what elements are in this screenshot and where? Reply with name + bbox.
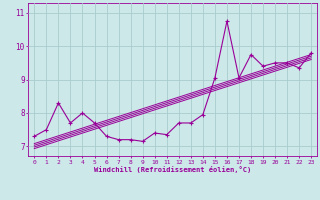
X-axis label: Windchill (Refroidissement éolien,°C): Windchill (Refroidissement éolien,°C): [94, 166, 252, 173]
